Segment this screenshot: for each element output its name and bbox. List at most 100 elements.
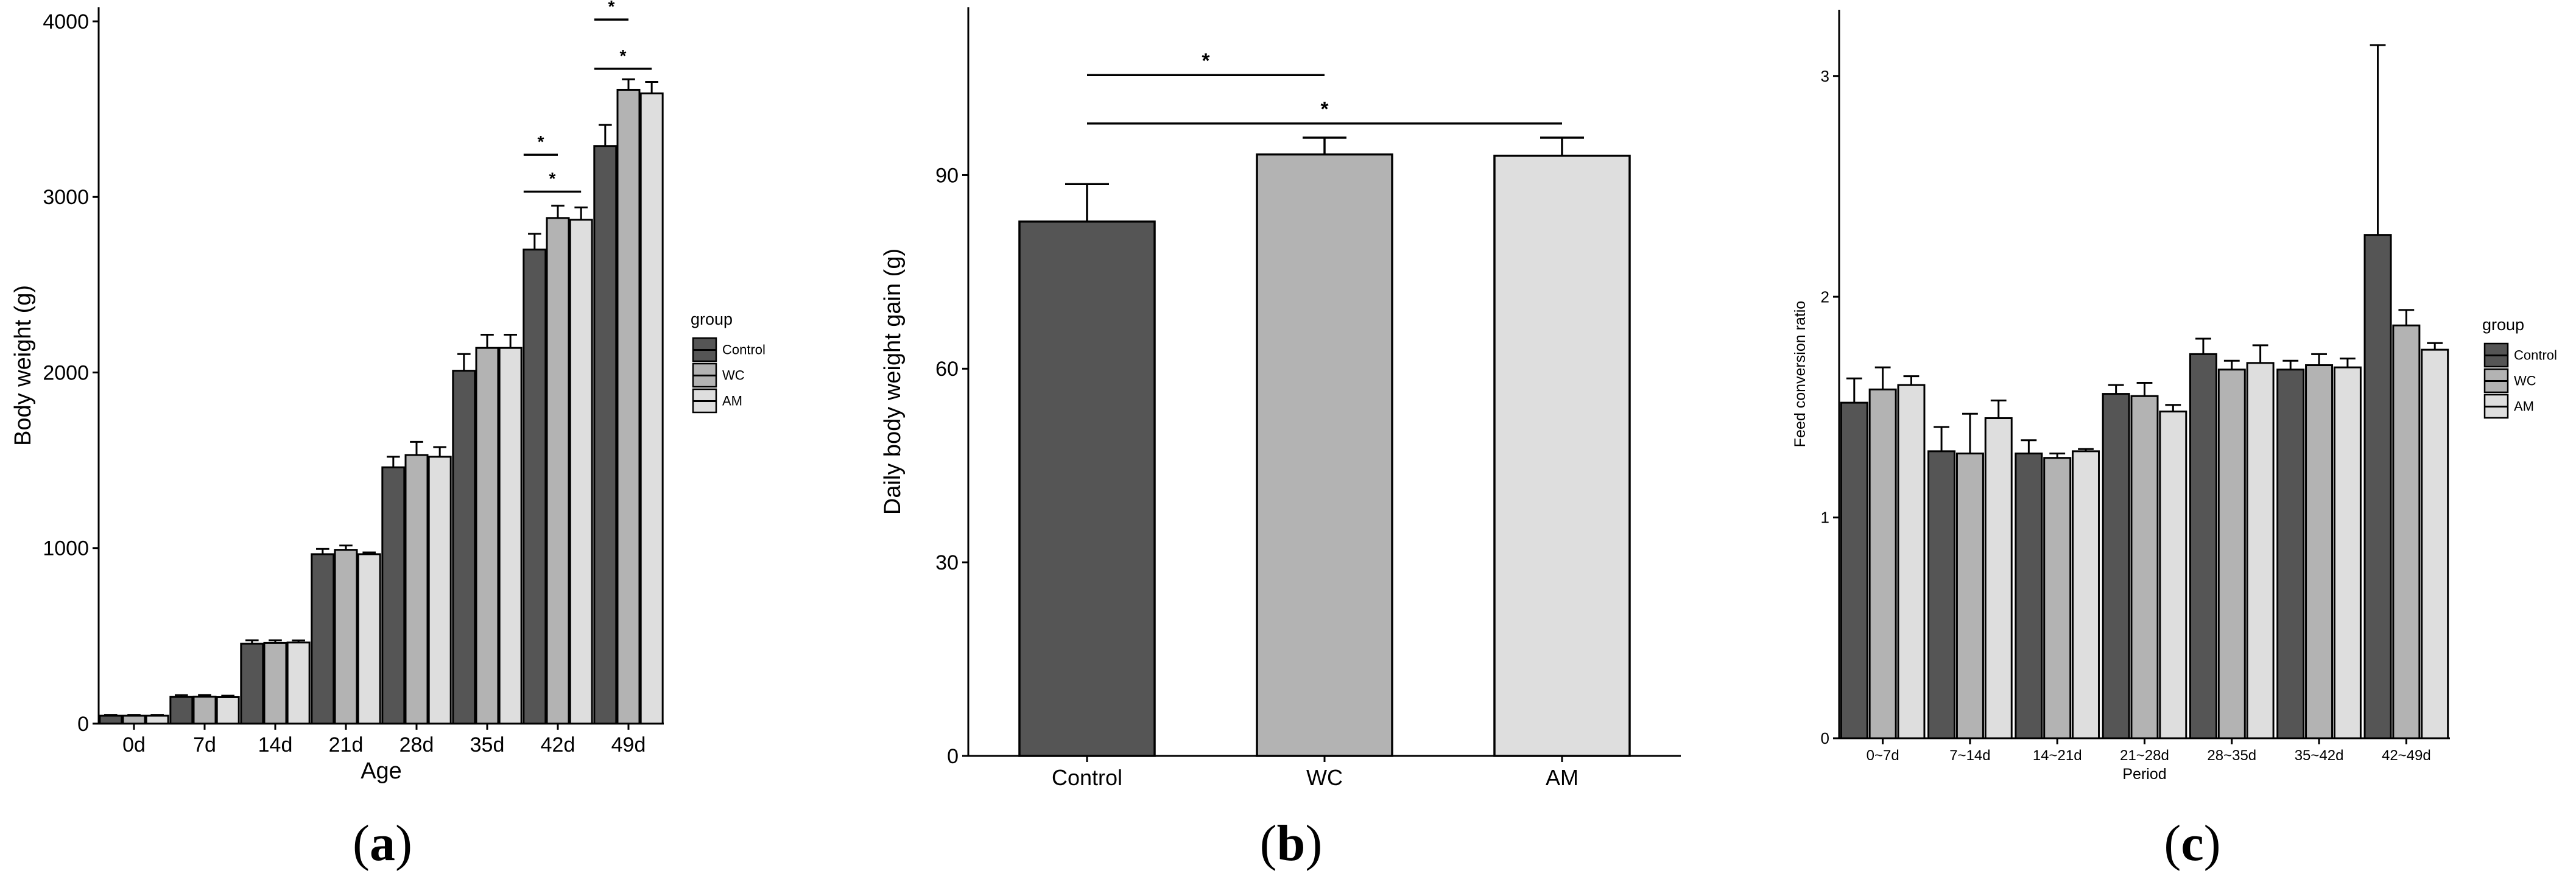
y-tick-label: 2000 — [43, 361, 89, 384]
panel-label-close: ) — [395, 815, 412, 872]
bar-am-21d — [357, 553, 381, 725]
significance-star-3: * — [620, 46, 627, 65]
panel-label-c: (c) — [2164, 815, 2220, 872]
y-tick-label: 60 — [935, 358, 959, 381]
y-tick-label: 90 — [935, 164, 959, 187]
y-tick-label: 4000 — [43, 10, 89, 34]
significance-star-2: * — [608, 0, 614, 16]
panel-label-close: ) — [1305, 815, 1322, 872]
bar-wc-14-21d — [2043, 457, 2072, 739]
bar-control-7d — [169, 696, 194, 725]
y-axis-title: Feed conversion ratio — [1792, 301, 1809, 447]
bar-wc-7-14d — [1955, 452, 1984, 739]
bar-wc-28-35d — [2217, 369, 2246, 739]
significance-star-1: * — [549, 169, 556, 188]
bar-control-35d — [452, 370, 476, 725]
x-tick-label-21d: 21d — [329, 733, 364, 757]
legend-label-wc: WC — [722, 368, 745, 383]
x-tick-label-35-42d: 35~42d — [2295, 747, 2344, 764]
bar-control-0-7d — [1840, 401, 1868, 739]
panel-c-feed-conversion-chart: 0 1 2 3 0~7d 7~14d 14~21d 21~28d 28~35d 35~42d 42~… — [1792, 10, 2557, 872]
bar-am-42-49d — [2421, 348, 2449, 739]
bar-wc-49d — [616, 88, 641, 725]
x-tick-label-0d: 0d — [122, 733, 146, 757]
y-axis-title: Daily body weight gain (g) — [880, 249, 906, 515]
legend-label-am: AM — [2514, 399, 2534, 414]
significance-star-0: * — [1202, 49, 1210, 72]
bar-control-14d — [240, 643, 264, 725]
bar-wc-14d — [263, 641, 287, 725]
panel-b-daily-gain-chart: 0 30 60 90 Control WC AM Daily body weight gain… — [880, 7, 1681, 872]
y-tick-label: 0 — [947, 745, 959, 768]
x-tick-label-42d: 42d — [541, 733, 575, 757]
legend-label-control: Control — [722, 342, 765, 358]
bar-control-14-21d — [2015, 452, 2043, 739]
x-tick-label-wc: WC — [1306, 765, 1343, 790]
bar-control-42-49d — [2363, 234, 2392, 739]
legend-a: group Control WC AM — [691, 310, 765, 414]
legend-title: group — [2482, 316, 2524, 334]
significance-star-1: * — [1320, 98, 1329, 121]
bar-control-21-28d — [2102, 393, 2130, 739]
x-tick-label-am: AM — [1546, 765, 1578, 790]
bar-wc-42-49d — [2392, 324, 2421, 739]
x-tick-label-49d: 49d — [611, 733, 646, 757]
bar-control-42d — [523, 249, 547, 725]
x-tick-label-0-7d: 0~7d — [1867, 747, 1899, 764]
bar-am-21-28d — [2159, 411, 2187, 739]
x-tick-label-14-21d: 14~21d — [2033, 747, 2082, 764]
bar-am-14-21d — [2072, 450, 2100, 739]
y-tick-label: 3 — [1821, 67, 1829, 85]
bar-wc-21-28d — [2130, 395, 2159, 739]
bar-wc-35-42d — [2305, 364, 2334, 739]
bar-am-35-42d — [2333, 366, 2362, 739]
y-axis-title: Body weight (g) — [10, 285, 36, 446]
x-tick-label-control: Control — [1052, 765, 1122, 790]
panel-label-a: (a) — [353, 815, 412, 872]
bar-control-35-42d — [2276, 369, 2305, 739]
significance-star-0: * — [537, 132, 544, 151]
panel-label-open: ( — [2164, 815, 2181, 872]
bar-am-7-14d — [1984, 417, 2013, 739]
bar-wc-21d — [334, 549, 358, 725]
bar-am — [1493, 154, 1631, 757]
x-tick-label-28d: 28d — [399, 733, 434, 757]
y-tick-label: 1 — [1821, 509, 1829, 527]
bar-wc-42d — [546, 217, 570, 725]
bar-am-35d — [498, 347, 523, 725]
legend-title: group — [691, 310, 733, 328]
x-tick-label-14d: 14d — [258, 733, 293, 757]
bar-control-0d — [99, 714, 123, 725]
y-tick-label: 1000 — [43, 537, 89, 560]
y-tick-label: 0 — [77, 713, 89, 736]
y-tick-label: 3000 — [43, 186, 89, 209]
bar-wc-0-7d — [1868, 388, 1897, 739]
panel-label-letter: c — [2181, 815, 2203, 872]
legend-c: group Control WC AM — [2482, 316, 2557, 419]
bar-control — [1018, 220, 1156, 757]
bar-wc-0d — [122, 714, 146, 725]
x-tick-label-7-14d: 7~14d — [1949, 747, 1990, 764]
x-tick-label-42-49d: 42~49d — [2382, 747, 2431, 764]
bar-control-28-35d — [2189, 353, 2217, 739]
x-tick-label-7d: 7d — [193, 733, 216, 757]
x-axis-title: Age — [361, 758, 402, 784]
bar-am-28d — [428, 456, 452, 725]
legend-label-am: AM — [722, 393, 742, 409]
bar-am-28-35d — [2246, 362, 2275, 739]
legend-label-wc: WC — [2514, 373, 2536, 389]
bar-am-0d — [145, 714, 169, 725]
bar-am-14d — [286, 641, 311, 725]
x-axis-title: Period — [2122, 766, 2166, 783]
bar-am-42d — [569, 219, 593, 725]
bar-control-21d — [311, 553, 335, 725]
panel-label-open: ( — [353, 815, 370, 872]
bar-control-49d — [593, 145, 618, 725]
bar-am-0-7d — [1897, 384, 1926, 739]
bar-control-7-14d — [1927, 450, 1956, 739]
bar-control-28d — [381, 466, 406, 725]
bar-wc-7d — [192, 696, 217, 725]
panel-label-close: ) — [2204, 815, 2221, 872]
bar-wc-28d — [404, 454, 429, 725]
